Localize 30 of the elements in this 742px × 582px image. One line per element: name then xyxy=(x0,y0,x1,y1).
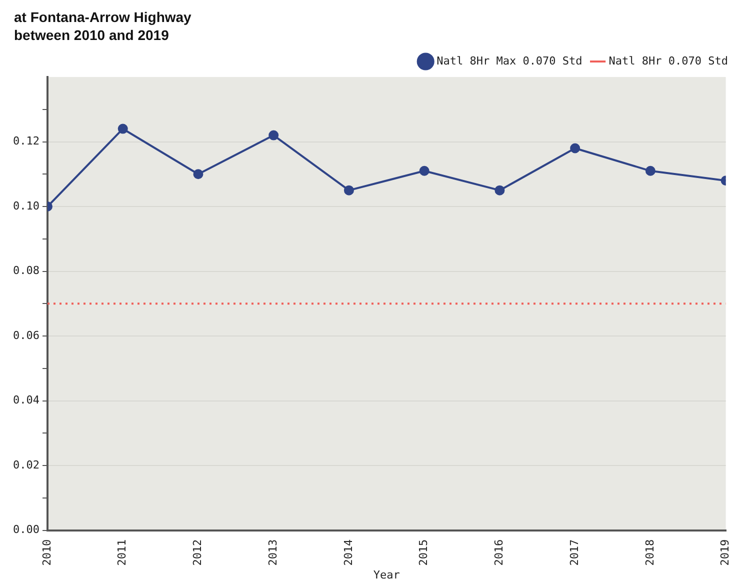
x-tick-label: 2011 xyxy=(116,539,129,566)
x-axis-title: Year xyxy=(373,568,400,582)
x-tick-label: 2010 xyxy=(40,539,54,566)
point xyxy=(494,185,505,196)
y-tick-label: 0.00 xyxy=(12,523,40,536)
point xyxy=(419,166,430,176)
point xyxy=(193,169,204,180)
y-tick-label: 0.02 xyxy=(12,458,40,472)
point xyxy=(570,143,580,154)
x-tick-label: 2013 xyxy=(266,539,280,566)
y-tick-label: 0.10 xyxy=(12,199,40,212)
point xyxy=(118,124,128,134)
y-tick-label: 0.08 xyxy=(12,264,40,278)
x-tick-label: 2012 xyxy=(191,539,204,566)
x-tick-label: 2018 xyxy=(643,539,656,566)
x-tick-label: 2019 xyxy=(718,539,732,566)
x-tick-label: 2016 xyxy=(492,539,506,566)
legend-label: Natl 8Hr Max 0.070 Std xyxy=(436,54,582,68)
y-tick-label: 0.12 xyxy=(12,134,40,148)
legend-label: Natl 8Hr 0.070 Std xyxy=(608,54,728,68)
x-tick-label: 2017 xyxy=(568,539,581,566)
point xyxy=(344,185,354,196)
chart-title: at Fontana-Arrow Highway xyxy=(14,8,192,26)
x-tick-label: 2015 xyxy=(417,539,430,566)
chart-subtitle: between 2010 and 2019 xyxy=(14,26,170,44)
point xyxy=(645,166,656,176)
point xyxy=(268,130,279,140)
y-tick-label: 0.06 xyxy=(12,328,40,342)
y-tick-label: 0.04 xyxy=(12,394,40,407)
x-tick-label: 2014 xyxy=(342,538,355,566)
